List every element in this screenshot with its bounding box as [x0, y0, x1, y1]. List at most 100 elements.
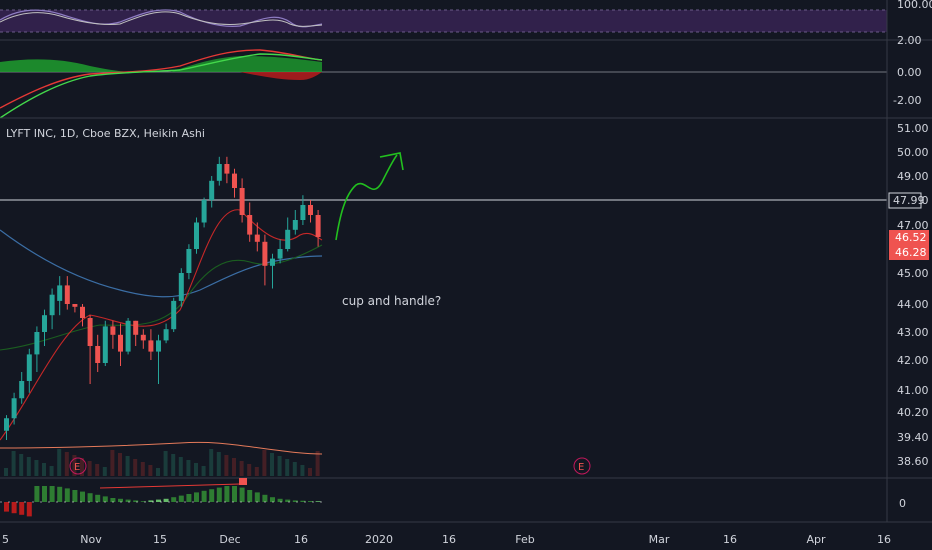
volume-bar — [64, 452, 69, 476]
earnings-icon[interactable] — [69, 457, 87, 475]
price-tick-label: 47.00 — [897, 219, 929, 232]
price-tick-label: 39.40 — [897, 431, 929, 444]
macd-tick-label: 2.00 — [897, 34, 922, 47]
volume-bar — [247, 464, 252, 476]
last-price-label: 46.52 — [895, 231, 927, 244]
macd-area-bull-2 — [170, 56, 322, 72]
price-axis[interactable]: 51.0050.0049.0048.0047.0046.0045.0044.00… — [897, 122, 929, 468]
oscillator-bar — [140, 501, 146, 502]
signal-marker-icon[interactable] — [239, 478, 247, 485]
volume-bar — [72, 455, 77, 476]
time-axis[interactable]: 5 Nov 15 Dec 16 2020 16 Feb Mar 16 Apr 16 — [2, 533, 891, 546]
oscillator-bar — [148, 500, 154, 502]
volume-bar — [277, 456, 282, 476]
rsi-pane[interactable]: 100.00 — [0, 0, 932, 33]
time-tick-label: Dec — [219, 533, 240, 546]
volume-bar — [163, 451, 168, 476]
volume-bar — [186, 460, 191, 476]
candle-body — [34, 332, 40, 355]
volume-bar — [262, 450, 267, 476]
macd-pane[interactable]: 2.00 0.00 -2.00 — [0, 34, 922, 119]
oscillator-bar — [95, 494, 101, 502]
oscillator-bar — [110, 498, 116, 502]
price-tick-label: 51.00 — [897, 122, 929, 135]
time-tick-label: Nov — [80, 533, 102, 546]
candle-body — [19, 381, 25, 399]
oscillator-bar — [224, 486, 230, 502]
price-tick-label: 49.00 — [897, 170, 929, 183]
candle-body — [270, 258, 275, 266]
oscillator-bar — [285, 499, 291, 502]
oscillator-bar — [292, 500, 298, 502]
volume-bar — [285, 459, 290, 476]
candle-body — [57, 285, 63, 301]
candle-body — [262, 241, 268, 266]
candle-body — [11, 398, 17, 419]
volume-bar — [232, 458, 236, 476]
oscillator-bar — [19, 502, 25, 515]
candle-body — [163, 329, 169, 341]
oscillator-bar — [80, 491, 85, 502]
oscillator-bar — [201, 490, 207, 502]
oscillator-bar — [64, 488, 70, 502]
candle-body — [300, 205, 306, 220]
candle-body — [308, 205, 313, 215]
annotation-arrow[interactable] — [335, 154, 398, 241]
volume-bar — [140, 462, 145, 476]
candle-body — [72, 304, 78, 307]
candle-body — [224, 164, 230, 174]
oscillator-trend-line — [99, 483, 241, 489]
oscillator-pane[interactable]: 0 — [0, 478, 906, 517]
candle-body — [315, 215, 321, 237]
oscillator-bar — [171, 497, 177, 502]
time-tick-label: 16 — [294, 533, 308, 546]
oscillator-bar — [118, 498, 123, 502]
price-tick-label: 41.00 — [897, 384, 929, 397]
price-pane[interactable]: LYFT INC, 1D, Cboe BZX, Heikin Ashi cup … — [0, 122, 929, 468]
candle-body — [194, 222, 199, 249]
candle-body — [186, 249, 192, 273]
arrow-head-icon — [379, 152, 404, 171]
volume-bar — [95, 464, 100, 476]
oscillator-bar — [308, 501, 313, 502]
oscillator-bar — [87, 493, 93, 502]
earnings-icon[interactable] — [573, 457, 591, 475]
oscillator-bar — [125, 499, 131, 502]
candle-body — [118, 334, 123, 352]
volume-bar — [300, 465, 305, 476]
volume-bar — [11, 451, 16, 476]
ma-long-line — [0, 229, 323, 298]
ma-price-tag — [889, 245, 929, 260]
macd-tick-label: 0.00 — [897, 66, 922, 79]
macd-tick-label: -2.00 — [893, 94, 921, 107]
volume-pane[interactable]: E E — [0, 441, 591, 476]
oscillator-bar — [163, 498, 169, 502]
volume-bar — [292, 462, 297, 476]
candle-body — [277, 249, 283, 259]
rsi-band — [0, 10, 887, 32]
oscillator-bar — [57, 486, 63, 502]
oscillator-bar — [277, 498, 283, 502]
candle-body — [148, 340, 154, 352]
time-tick-label: 2020 — [365, 533, 393, 546]
rsi-line — [0, 9, 323, 28]
candle-body — [95, 346, 101, 363]
earnings-label: E — [578, 462, 584, 473]
volume-ma-line — [0, 441, 323, 455]
volume-bar — [34, 460, 39, 476]
volume-bar — [194, 463, 198, 476]
time-tick-label: Mar — [649, 533, 670, 546]
price-tick-label: 40.20 — [897, 406, 929, 419]
volume-bar — [102, 467, 107, 476]
price-tick-label: 44.00 — [897, 298, 929, 311]
candle-body — [254, 234, 260, 242]
candle-body — [209, 180, 215, 200]
candle-body — [247, 215, 253, 235]
earnings-label: E — [74, 462, 80, 473]
volume-bar — [156, 468, 160, 476]
volume-bar — [148, 465, 153, 476]
oscillator-bar — [232, 486, 237, 502]
candle-body — [4, 418, 9, 431]
annotation-text[interactable]: cup and handle? — [342, 294, 441, 308]
